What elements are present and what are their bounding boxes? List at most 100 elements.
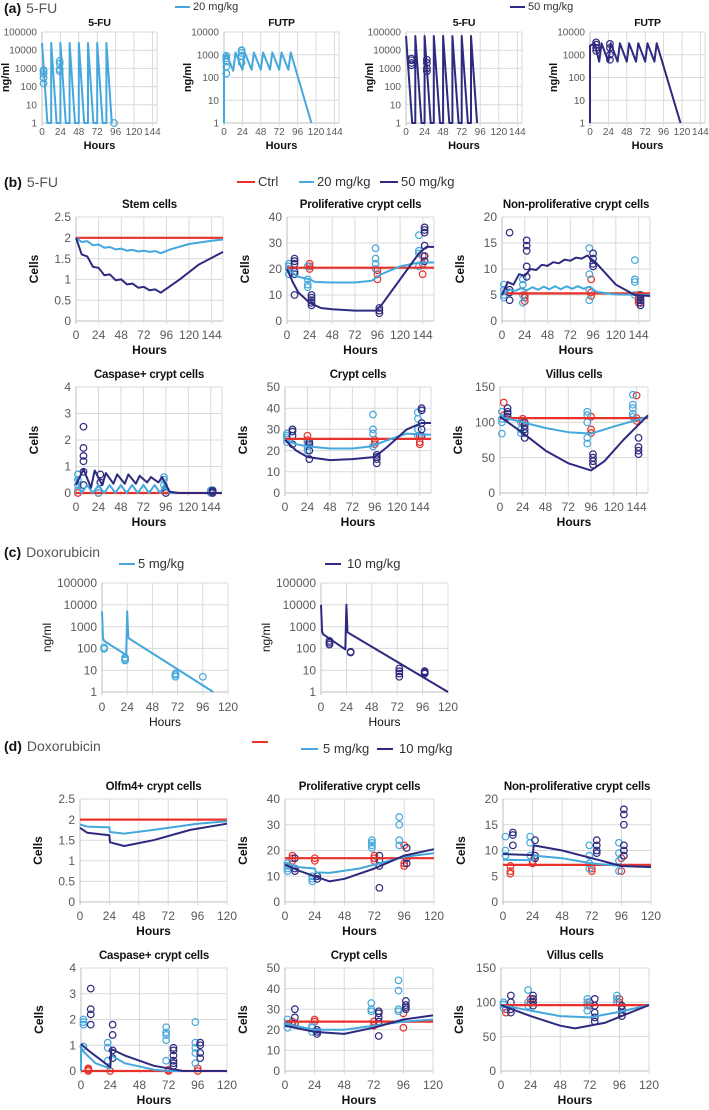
data-point-5mgkg bbox=[283, 867, 292, 875]
x-tick-label: 48 bbox=[323, 500, 337, 514]
x-tick-label: 0 bbox=[499, 328, 506, 342]
data-point-20mgkg bbox=[628, 404, 637, 413]
data-point-10mgkg bbox=[529, 995, 537, 1003]
x-tick-label: 144 bbox=[326, 127, 343, 138]
plot-area bbox=[320, 603, 449, 693]
legend-b-ctrl: Ctrl bbox=[237, 174, 278, 189]
y-tick-label: 1 bbox=[309, 685, 316, 699]
data-point-5mgkg bbox=[583, 1006, 592, 1015]
chart-d1: 0 0.5 1 1.5 2 2.5 0 24 48 72 96 120 Olfm4+ crypt cel… bbox=[31, 781, 237, 938]
y-tick-label: 10 bbox=[208, 96, 220, 107]
x-tick-label: 120 bbox=[218, 700, 238, 714]
data-point-50mgkg bbox=[522, 246, 531, 255]
y-tick-label: 20 bbox=[267, 844, 281, 858]
data-point-10mgkg bbox=[346, 647, 355, 656]
x-axis-label: Hours bbox=[341, 515, 376, 529]
y-tick-label: 0 bbox=[273, 486, 280, 500]
data-point-50mgkg bbox=[288, 425, 297, 434]
y-tick-label: 1 bbox=[68, 854, 75, 868]
chart-a3: 1 10 100 1000 10000 100000 0 24 48 72 96 120 144 5-FU… bbox=[364, 17, 526, 152]
data-point-10mgkg bbox=[290, 1005, 299, 1014]
y-tick-label: 2.5 bbox=[58, 792, 75, 806]
x-axis-label: Hours bbox=[560, 924, 595, 938]
x-tick-label: 144 bbox=[509, 127, 526, 138]
series-line-50mgkg bbox=[286, 245, 434, 312]
data-point-10mgkg bbox=[374, 1032, 383, 1040]
plot-area bbox=[222, 46, 313, 124]
y-tick-label: 10 bbox=[84, 663, 98, 677]
data-point-50mgkg bbox=[420, 223, 429, 232]
data-point-5mgkg bbox=[583, 995, 592, 1003]
y-tick-label: 1.5 bbox=[58, 833, 75, 847]
series-line-20mgkg bbox=[75, 236, 224, 255]
y-tick-label: 10 bbox=[26, 100, 38, 111]
y-tick-label: 100 bbox=[475, 416, 495, 430]
y-tick-label: 0 bbox=[275, 314, 282, 328]
data-point-Ctrl bbox=[587, 412, 595, 421]
chart-d3: 0 5 10 15 20 0 24 48 72 96 120 Non-proliferative cr… bbox=[454, 781, 661, 938]
data-point-10mgkg bbox=[196, 1041, 205, 1050]
data-point-20mgkg bbox=[303, 283, 312, 292]
data-point-10mgkg bbox=[395, 667, 404, 676]
x-tick-label: 0 bbox=[78, 1078, 85, 1092]
chart-d6: 0 50 100 150 0 24 48 72 96 120 Villus cells Hours Ce… bbox=[452, 950, 659, 1107]
x-axis-label: Hours bbox=[266, 140, 298, 152]
legend-d-ctrl bbox=[252, 741, 271, 743]
x-tick-label: 0 bbox=[500, 909, 507, 923]
x-tick-label: 96 bbox=[160, 328, 174, 342]
chart-title: Caspase+ crypt cells bbox=[94, 369, 204, 381]
x-tick-label: 120 bbox=[387, 500, 407, 514]
y-axis-label: ng/ml bbox=[182, 63, 194, 92]
data-point-20mgkg bbox=[518, 291, 527, 299]
x-tick-label: 24 bbox=[92, 328, 106, 342]
series-line-20mgkg bbox=[75, 476, 222, 494]
y-tick-label: 1 bbox=[64, 273, 71, 287]
x-tick-label: 72 bbox=[346, 500, 360, 514]
y-tick-label: 0 bbox=[69, 1064, 76, 1078]
y-axis-label: Cells bbox=[31, 836, 45, 865]
y-tick-label: 40 bbox=[267, 792, 281, 806]
plot-area bbox=[283, 813, 435, 892]
y-tick-label: 100 bbox=[568, 73, 585, 84]
data-point-20mgkg bbox=[369, 425, 377, 434]
data-point-50mgkg bbox=[79, 452, 88, 460]
x-tick-label: 48 bbox=[146, 700, 160, 714]
legend-swatch bbox=[380, 180, 398, 183]
legend-swatch bbox=[301, 747, 318, 750]
data-point-20mgkg bbox=[630, 275, 639, 284]
y-tick-label: 10 bbox=[390, 100, 402, 111]
panel-b-label: (b) bbox=[4, 174, 22, 190]
data-point-5mgkg bbox=[585, 851, 594, 860]
data-point-20mgkg bbox=[630, 278, 639, 286]
x-tick-label: 24 bbox=[518, 328, 532, 342]
y-tick-label: 1000 bbox=[70, 620, 97, 634]
chart-b5: 0 10 20 30 40 50 0 24 48 72 96 120 144 Crypt cells Hou… bbox=[236, 369, 432, 529]
data-point-50mgkg bbox=[290, 270, 299, 279]
x-tick-label: 72 bbox=[456, 127, 468, 138]
series-line-5mgkg bbox=[101, 610, 214, 693]
x-tick-label: 120 bbox=[639, 1078, 659, 1092]
data-point-50mgkg bbox=[589, 262, 597, 271]
x-tick-label: 0 bbox=[403, 127, 409, 138]
x-axis-label: Hours bbox=[342, 1093, 377, 1107]
x-tick-label: 144 bbox=[202, 328, 222, 342]
data-point-50mgkg bbox=[290, 257, 299, 266]
data-point-ctrl bbox=[506, 867, 515, 875]
chart-a1: 1 10 100 1000 10000 100000 0 24 48 72 96 120 144 5-FU… bbox=[0, 17, 161, 152]
data-point-10mgkg bbox=[420, 667, 429, 676]
series-line-5mgkg bbox=[284, 852, 435, 874]
data-point-10mgkg bbox=[108, 1031, 117, 1039]
y-tick-label: 4 bbox=[64, 380, 71, 394]
data-point-20mgkg bbox=[369, 429, 377, 438]
data-point-5mgkg bbox=[394, 986, 403, 995]
data-point-5mgkg bbox=[283, 862, 292, 870]
y-tick-label: 100000 bbox=[57, 576, 97, 590]
x-tick-label: 24 bbox=[526, 909, 540, 923]
y-tick-label: 150 bbox=[475, 380, 495, 394]
y-tick-label: 150 bbox=[476, 961, 496, 975]
legend-label: 50 mg/kg bbox=[528, 1, 574, 13]
x-tick-label: 96 bbox=[613, 1078, 627, 1092]
data-point-5mgkg bbox=[395, 841, 404, 850]
series-line-10mgkg bbox=[284, 1014, 434, 1035]
y-tick-label: 2 bbox=[64, 433, 71, 447]
